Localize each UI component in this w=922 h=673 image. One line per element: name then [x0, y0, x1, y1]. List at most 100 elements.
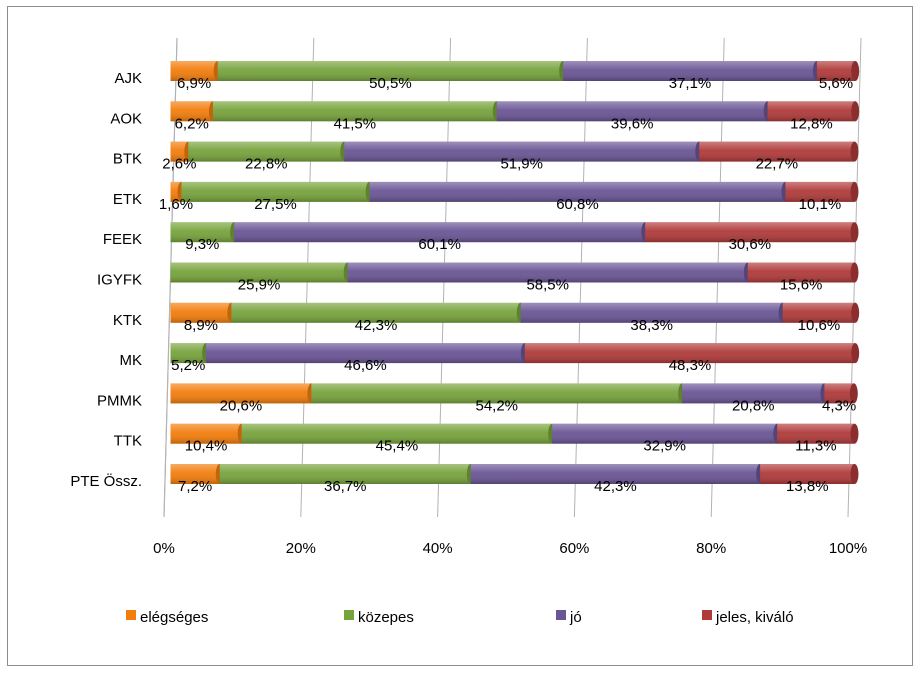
data-label-kozepes-aok: 41,5%	[334, 115, 377, 132]
bar-jo-aok	[496, 101, 772, 122]
bar-kozepes-btk	[188, 141, 349, 162]
data-label-kozepes-btk: 22,8%	[245, 156, 288, 173]
bar-elegseges-pte-ossz	[170, 464, 224, 484]
x-tick-label: 40%	[423, 540, 453, 557]
legend-item-elegseges: elégséges	[126, 609, 208, 626]
bar-jo-pmmk	[682, 383, 829, 404]
x-tick-label: 20%	[286, 540, 316, 557]
bar-kozepes-pmmk	[311, 383, 687, 404]
bar-jeles-kivalo-aok	[767, 101, 860, 122]
data-label-kozepes-etk: 27,5%	[254, 196, 297, 213]
data-label-jo-igyfk: 58,5%	[526, 277, 569, 294]
bar-kozepes-ajk	[217, 61, 568, 81]
chart-frame: 6,9% 50,5% 37,1% 5,6% 6,2% 41,5% 39,6% 12,8% 2,6…	[7, 6, 913, 666]
data-label-jo-ttk: 32,9%	[643, 438, 686, 455]
data-label-jeles-kivalo-mk: 48,3%	[669, 357, 712, 374]
data-label-elegseges-ktk: 8,9%	[184, 317, 218, 334]
category-label-aok: AOK	[110, 110, 142, 127]
data-label-jo-btk: 51,9%	[500, 156, 543, 173]
data-label-jo-aok: 39,6%	[611, 115, 654, 132]
x-tick-label: 60%	[559, 540, 589, 557]
data-label-elegseges-pte-ossz: 7,2%	[178, 478, 212, 495]
data-label-jeles-kivalo-ktk: 10,6%	[798, 317, 841, 334]
legend-label: jó	[569, 609, 582, 626]
data-label-kozepes-feek: 9,3%	[185, 236, 219, 253]
legend-swatch	[126, 610, 136, 620]
category-label-igyfk: IGYFK	[97, 272, 142, 289]
data-label-jeles-kivalo-aok: 12,8%	[790, 115, 833, 132]
legend-swatch	[556, 610, 566, 620]
bar-jo-pte-ossz	[470, 464, 765, 484]
data-label-kozepes-ttk: 45,4%	[376, 438, 419, 455]
data-label-elegseges-ttk: 10,4%	[185, 438, 228, 455]
data-label-kozepes-pmmk: 54,2%	[475, 397, 518, 414]
data-label-elegseges-aok: 6,2%	[175, 115, 209, 132]
category-axis: AJK AOK BTK ETK FEEK IGYFK KTK MK PMMK TTK PTE Öss…	[70, 70, 142, 490]
data-label-kozepes-ktk: 42,3%	[355, 317, 398, 334]
data-label-jeles-kivalo-igyfk: 15,6%	[780, 277, 823, 294]
bar-jeles-kivalo-etk	[785, 181, 859, 202]
category-label-ktk: KTK	[113, 312, 142, 329]
bar-kozepes-igyfk	[170, 262, 352, 283]
bar-jeles-kivalo-ktk	[782, 302, 860, 323]
legend-label: elégséges	[140, 609, 208, 626]
data-label-elegseges-etk: 1,6%	[159, 196, 193, 213]
bar-jo-feek	[234, 222, 650, 243]
bar-elegseges-pmmk	[170, 383, 316, 404]
legend-item-kozepes: közepes	[344, 609, 414, 626]
data-label-jo-ajk: 37,1%	[669, 75, 712, 92]
bar-jeles-kivalo-btk	[699, 141, 859, 162]
bar-jo-ttk	[552, 423, 782, 444]
bar-jo-etk	[369, 181, 790, 202]
bar-jo-btk	[344, 141, 704, 162]
data-label-jeles-kivalo-feek: 30,6%	[729, 236, 772, 253]
data-label-elegseges-btk: 2,6%	[162, 156, 196, 173]
bar-jeles-kivalo-pte-ossz	[760, 464, 859, 484]
data-label-kozepes-ajk: 50,5%	[369, 75, 412, 92]
category-label-feek: FEEK	[103, 231, 142, 248]
data-label-jeles-kivalo-pmmk: 4,3%	[822, 397, 856, 414]
legend: elégséges közepes jó jeles, kiváló	[126, 609, 794, 626]
bar-kozepes-aok	[212, 101, 501, 122]
bar-jeles-kivalo-pmmk	[824, 383, 858, 404]
category-label-etk: ETK	[113, 191, 142, 208]
data-label-jeles-kivalo-btk: 22,7%	[756, 156, 799, 173]
category-label-pte-ossz: PTE Össz.	[70, 472, 142, 490]
data-label-elegseges-pmmk: 20,6%	[220, 397, 263, 414]
bar-jeles-kivalo-igyfk	[747, 262, 859, 283]
value-axis: 0% 20% 40% 60% 80% 100%	[153, 540, 867, 557]
legend-swatch	[344, 610, 354, 620]
legend-item-jeles-kivalo: jeles, kiváló	[702, 609, 794, 626]
data-label-jeles-kivalo-ttk: 11,3%	[795, 438, 836, 455]
bar-kozepes-pte-ossz	[219, 464, 475, 484]
bars	[170, 61, 860, 484]
bar-kozepes-etk	[181, 181, 374, 202]
legend-swatch	[702, 610, 712, 620]
data-label-elegseges-ajk: 6,9%	[177, 75, 211, 92]
data-label-kozepes-igyfk: 25,9%	[238, 277, 281, 294]
data-label-kozepes-pte-ossz: 36,7%	[324, 478, 367, 495]
data-label-jo-mk: 46,6%	[344, 357, 387, 374]
data-label-jo-etk: 60,8%	[556, 196, 599, 213]
bar-jeles-kivalo-ajk	[816, 61, 860, 81]
data-label-jeles-kivalo-etk: 10,1%	[799, 196, 842, 213]
x-tick-label: 0%	[153, 540, 175, 557]
x-tick-label: 80%	[696, 540, 726, 557]
data-label-jo-pte-ossz: 42,3%	[594, 478, 637, 495]
category-label-ajk: AJK	[114, 70, 142, 87]
bar-jeles-kivalo-feek	[645, 222, 859, 243]
category-label-btk: BTK	[113, 151, 142, 168]
legend-label: közepes	[358, 609, 414, 626]
category-label-mk: MK	[120, 352, 143, 369]
data-labels: 6,9% 50,5% 37,1% 5,6% 6,2% 41,5% 39,6% 12,8% 2,6…	[159, 75, 856, 495]
data-label-jo-pmmk: 20,8%	[732, 397, 775, 414]
category-label-ttk: TTK	[114, 433, 142, 450]
legend-item-jo: jó	[556, 609, 582, 626]
data-label-kozepes-mk: 5,2%	[171, 357, 205, 374]
stacked-bar-chart: 6,9% 50,5% 37,1% 5,6% 6,2% 41,5% 39,6% 12,8% 2,6…	[70, 37, 867, 626]
category-label-pmmk: PMMK	[97, 392, 142, 409]
legend-label: jeles, kiváló	[715, 609, 794, 626]
bar-jeles-kivalo-mk	[524, 343, 860, 364]
data-label-jo-feek: 60,1%	[418, 236, 461, 253]
data-label-jeles-kivalo-ajk: 5,6%	[819, 75, 853, 92]
